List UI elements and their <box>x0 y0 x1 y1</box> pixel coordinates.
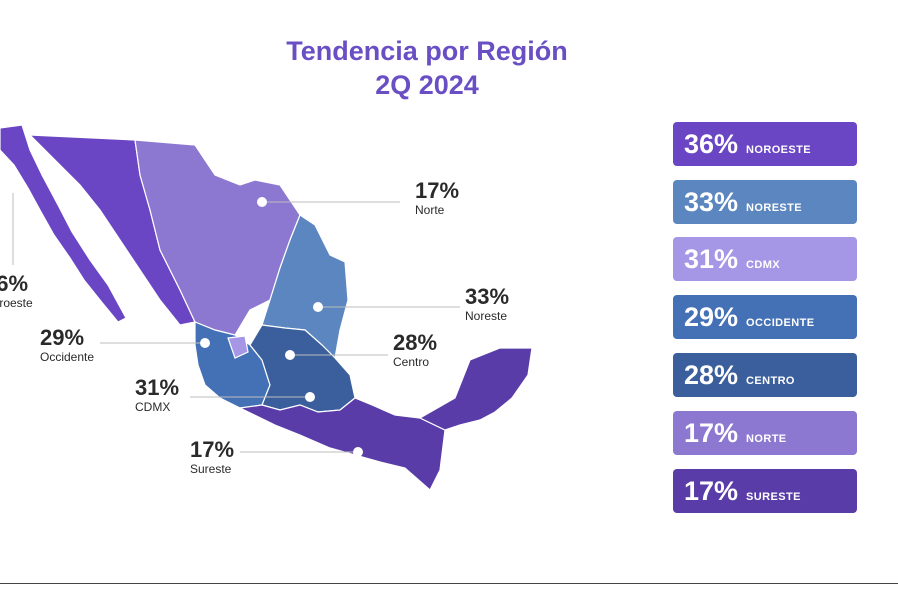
legend-sureste-pct: 17% <box>684 476 739 506</box>
bottom-divider <box>0 583 898 584</box>
legend-norte-name: NORTE <box>746 433 787 445</box>
map-label-sureste-name: Sureste <box>190 462 232 476</box>
marker-norte <box>257 197 400 207</box>
legend-norte-pct: 17% <box>684 418 739 448</box>
map-label-noreste-pct: 33% <box>465 284 510 309</box>
legend-item-centro: 28% CENTRO <box>673 353 857 397</box>
map-label-sureste-pct: 17% <box>190 437 235 462</box>
marker-noroeste <box>8 183 18 265</box>
region-baja <box>0 124 127 323</box>
map-label-cdmx-name: CDMX <box>135 400 171 414</box>
map-label-noroeste: 36% Noroeste <box>0 271 33 311</box>
map-label-occidente: 29% Occidente <box>40 325 95 365</box>
marker-cdmx <box>190 392 315 402</box>
legend-sureste-name: SURESTE <box>746 491 801 503</box>
marker-sureste <box>240 447 363 457</box>
legend-noroeste-name: NOROESTE <box>746 144 811 156</box>
map-label-noroeste-name: Noroeste <box>0 296 33 310</box>
map-label-noreste-name: Noreste <box>465 309 508 323</box>
marker-centro <box>285 350 388 360</box>
legend-cdmx-name: CDMX <box>746 259 781 271</box>
legend-occidente-name: OCCIDENTE <box>746 317 815 329</box>
region-yucatan <box>418 347 533 431</box>
map-label-centro-pct: 28% <box>393 330 438 355</box>
legend-item-occidente: 29% OCCIDENTE <box>673 295 857 339</box>
map-label-cdmx-pct: 31% <box>135 375 180 400</box>
region-centro <box>249 324 356 413</box>
map-label-cdmx: 31% CDMX <box>135 375 180 415</box>
map-label-noroeste-pct: 36% <box>0 271 29 296</box>
legend-noreste-pct: 33% <box>684 187 739 217</box>
map-label-norte-name: Norte <box>415 203 445 217</box>
map-label-norte: 17% Norte <box>415 178 460 218</box>
title-line-1: Tendencia por Región <box>286 36 568 66</box>
legend-item-noreste: 33% NORESTE <box>673 180 857 224</box>
chart-title: Tendencia por Región 2Q 2024 <box>0 34 854 102</box>
region-cdmx <box>227 335 249 359</box>
map-label-centro: 28% Centro <box>393 330 438 370</box>
legend-noroeste-pct: 36% <box>684 129 739 159</box>
legend-item-norte: 17% NORTE <box>673 411 857 455</box>
legend-noreste-name: NORESTE <box>746 202 803 214</box>
title-line-2: 2Q 2024 <box>375 70 479 100</box>
map-label-noreste: 33% Noreste <box>465 284 510 324</box>
map-label-sureste: 17% Sureste <box>190 437 235 477</box>
map-label-centro-name: Centro <box>393 355 430 369</box>
marker-occidente <box>100 338 210 348</box>
region-sureste <box>237 397 446 491</box>
legend-cdmx-pct: 31% <box>684 244 739 274</box>
legend-centro-name: CENTRO <box>746 375 795 387</box>
legend-item-sureste: 17% SURESTE <box>673 469 857 513</box>
marker-noreste <box>313 302 460 312</box>
map-label-occidente-name: Occidente <box>40 350 95 364</box>
legend-item-cdmx: 31% CDMX <box>673 237 857 281</box>
map-label-occidente-pct: 29% <box>40 325 85 350</box>
map-label-norte-pct: 17% <box>415 178 460 203</box>
legend-occidente-pct: 29% <box>684 302 739 332</box>
legend-centro-pct: 28% <box>684 360 739 390</box>
legend-item-noroeste: 36% NOROESTE <box>673 122 857 166</box>
